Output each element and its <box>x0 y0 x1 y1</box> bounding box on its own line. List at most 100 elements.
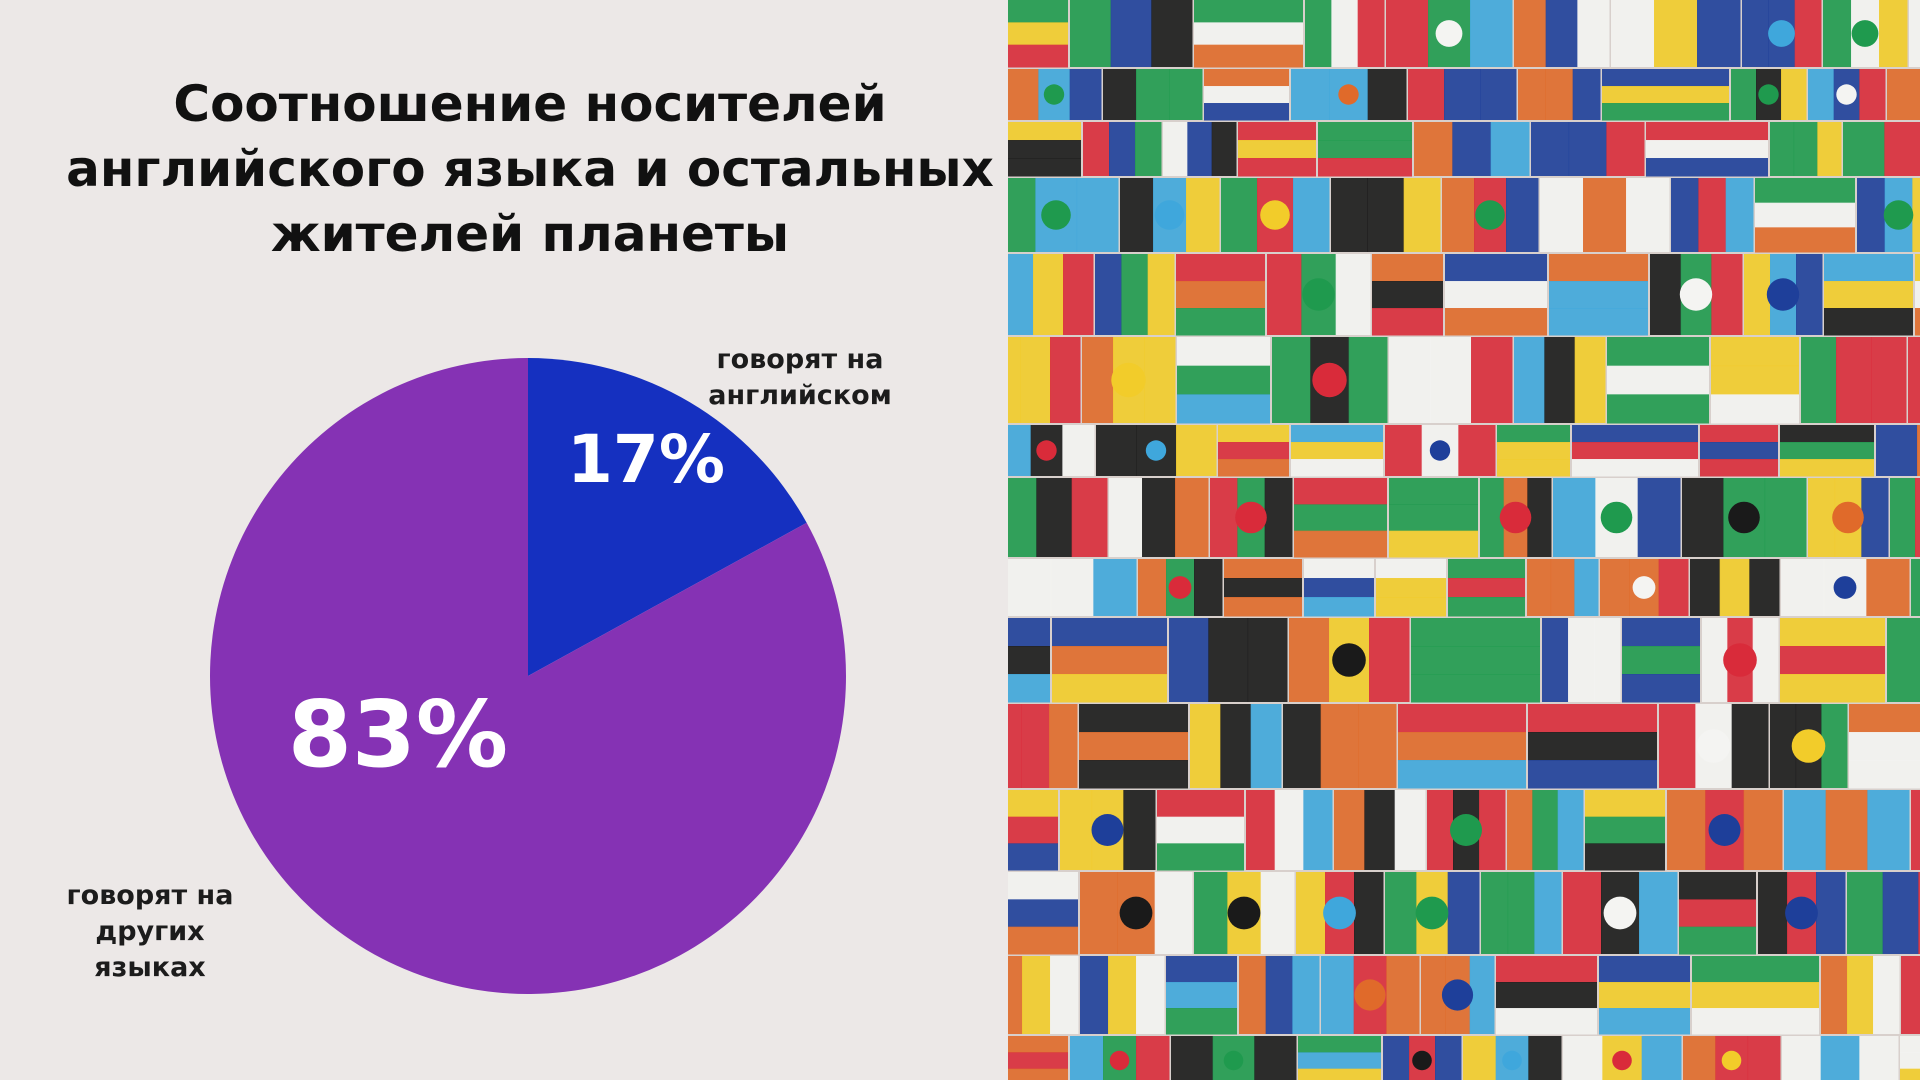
slice-percent-label: 83% <box>288 681 508 788</box>
flag-tile <box>1008 254 1094 335</box>
flag-tile <box>1291 425 1383 477</box>
flag-tile <box>1427 790 1506 870</box>
flag-tile <box>1138 559 1223 616</box>
flag-tile <box>1780 618 1885 703</box>
flag-tile <box>1823 0 1908 67</box>
flag-tile <box>1911 790 1920 870</box>
chart-panel: Соотношение носителей английского языка … <box>60 75 994 994</box>
flag-tile <box>1008 704 1078 788</box>
flag-tile <box>1080 872 1193 954</box>
flag-tile <box>1824 254 1913 336</box>
flag-tile <box>1398 704 1526 789</box>
flag-tile <box>1553 478 1681 557</box>
flag-tile <box>1518 69 1601 120</box>
flag-tile <box>1321 956 1420 1034</box>
flag-tile <box>1334 790 1426 870</box>
flag-tile <box>1095 254 1175 335</box>
flag-tile <box>1267 254 1371 335</box>
flag-tile <box>1176 254 1265 336</box>
chart-title-line: Соотношение носителей <box>173 75 887 133</box>
flag-tile <box>1052 618 1167 703</box>
chart-title-line: жителей планеты <box>270 205 790 263</box>
flag-tile <box>1607 337 1709 424</box>
flag-tile <box>1194 0 1303 68</box>
flag-tile <box>1690 559 1780 616</box>
flag-tile <box>1008 559 1137 616</box>
flag-tile <box>1169 618 1288 702</box>
flag-tile <box>1808 69 1886 120</box>
flag-tile <box>1171 1036 1297 1080</box>
flag-tile <box>1305 0 1385 67</box>
flag-tile <box>1103 69 1203 120</box>
slice-label-others: говорят на других языках <box>60 878 240 986</box>
flag-tile <box>1563 1036 1682 1080</box>
flag-tile <box>1157 790 1244 871</box>
flag-tile <box>1650 254 1743 335</box>
slice-label-line: других <box>95 916 205 947</box>
flag-tile <box>1843 122 1920 176</box>
flag-tile <box>1194 872 1295 954</box>
flag-tile <box>1646 122 1768 177</box>
slice-label-english: говорят на английском <box>700 342 900 414</box>
pie-slice <box>528 358 807 676</box>
flag-tile <box>1496 956 1597 1035</box>
flag-tile <box>1445 254 1547 336</box>
flag-tile <box>1204 69 1289 121</box>
flag-tile <box>1514 337 1606 423</box>
flag-tile <box>1060 790 1156 870</box>
flag-tile <box>1542 618 1621 702</box>
flag-tile <box>1463 1036 1562 1080</box>
flag-tile <box>1008 1036 1068 1080</box>
flag-tile <box>1177 337 1270 424</box>
flag-tile <box>1758 872 1846 954</box>
flag-tile <box>1304 559 1374 617</box>
flag-tile <box>1911 559 1920 616</box>
flag-tile <box>1385 872 1480 954</box>
flag-tile <box>1731 69 1807 120</box>
pie-chart: 17% 83% <box>210 358 846 994</box>
flag-tile <box>1683 1036 1781 1080</box>
flag-tile <box>1711 337 1799 424</box>
flag-tile <box>1692 956 1819 1035</box>
flag-tile <box>1847 872 1920 954</box>
flag-tile <box>1008 122 1081 177</box>
flag-tile <box>1224 559 1302 617</box>
flag-tile <box>1572 425 1698 477</box>
flag-tile <box>1376 559 1446 617</box>
flag-tile <box>1667 790 1783 870</box>
pie-slice <box>210 358 846 994</box>
flag-tile <box>1408 69 1517 120</box>
flag-tile <box>1163 122 1237 176</box>
flag-tile <box>1291 69 1407 120</box>
flag-tile <box>1008 425 1095 476</box>
flag-tile <box>1781 559 1910 616</box>
flag-tile <box>1298 1036 1381 1080</box>
flag-tile <box>1372 254 1443 336</box>
flag-tile <box>1744 254 1823 335</box>
flag-tile <box>1296 872 1384 954</box>
flag-tile <box>1083 122 1162 176</box>
flag-tile <box>1272 337 1388 423</box>
flag-tile <box>1008 956 1079 1034</box>
flag-tile <box>1385 425 1496 476</box>
flag-tile <box>1318 122 1412 177</box>
flag-tile <box>1389 478 1478 558</box>
flag-tile <box>1611 0 1741 67</box>
flag-tile <box>1507 790 1584 870</box>
world-flags-collage-icon <box>1008 0 1920 1080</box>
flag-tile <box>1531 122 1645 176</box>
chart-title-line: английского языка и остальных <box>66 140 994 198</box>
flag-tile <box>1599 956 1690 1035</box>
flag-tile <box>1283 704 1397 788</box>
flag-tile <box>1411 618 1540 703</box>
flag-tile <box>1782 1036 1899 1080</box>
chart-title: Соотношение носителей английского языка … <box>40 72 1020 267</box>
slice-label-line: говорят на <box>66 880 234 911</box>
slice-label-line: английском <box>708 380 892 411</box>
flag-tile <box>1659 704 1769 788</box>
flag-tile <box>1389 337 1513 423</box>
flag-tile <box>1808 478 1889 557</box>
flag-tile <box>1780 425 1874 477</box>
flag-tile <box>1742 0 1822 67</box>
flag-tile <box>1008 790 1058 871</box>
